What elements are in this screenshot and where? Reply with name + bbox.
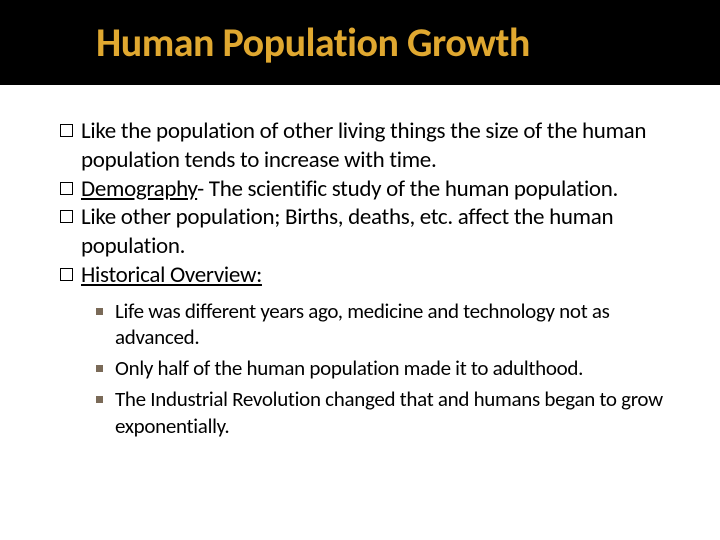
- slide-title: Human Population Growth: [0, 18, 720, 67]
- small-square-icon: [96, 396, 103, 403]
- bullet-item: Like other population; Births, deaths, e…: [60, 203, 672, 261]
- sub-bullet-item: Life was different years ago, medicine a…: [96, 298, 672, 352]
- sub-bullet-text: Life was different years ago, medicine a…: [115, 298, 672, 352]
- sub-bullet-item: The Industrial Revolution changed that a…: [96, 386, 672, 440]
- square-bullet-icon: [60, 268, 73, 281]
- bullet-text: Historical Overview:: [81, 261, 672, 290]
- bullet-underline-term: Historical Overview:: [81, 261, 262, 289]
- sub-bullet-text: Only half of the human population made i…: [115, 355, 672, 382]
- small-square-icon: [96, 308, 103, 315]
- small-square-icon: [96, 365, 103, 372]
- bullet-item: Demography- The scientific study of the …: [60, 175, 672, 204]
- square-bullet-icon: [60, 182, 73, 195]
- square-bullet-icon: [60, 210, 73, 223]
- square-bullet-icon: [60, 124, 73, 137]
- bullet-item: Like the population of other living thin…: [60, 117, 672, 175]
- sub-bullet-item: Only half of the human population made i…: [96, 355, 672, 382]
- bullet-text: Like other population; Births, deaths, e…: [81, 203, 672, 261]
- sub-bullet-list: Life was different years ago, medicine a…: [60, 290, 672, 440]
- bullet-text: Like the population of other living thin…: [81, 117, 672, 175]
- bullet-underline-term: Demography: [81, 175, 197, 203]
- title-bar: Human Population Growth: [0, 0, 720, 85]
- main-bullet-list: Like the population of other living thin…: [60, 117, 672, 290]
- bullet-item: Historical Overview:: [60, 261, 672, 290]
- slide-content: Like the population of other living thin…: [0, 85, 720, 440]
- bullet-rest: - The scientific study of the human popu…: [197, 175, 618, 203]
- sub-bullet-text: The Industrial Revolution changed that a…: [115, 386, 672, 440]
- bullet-text: Demography- The scientific study of the …: [81, 175, 672, 204]
